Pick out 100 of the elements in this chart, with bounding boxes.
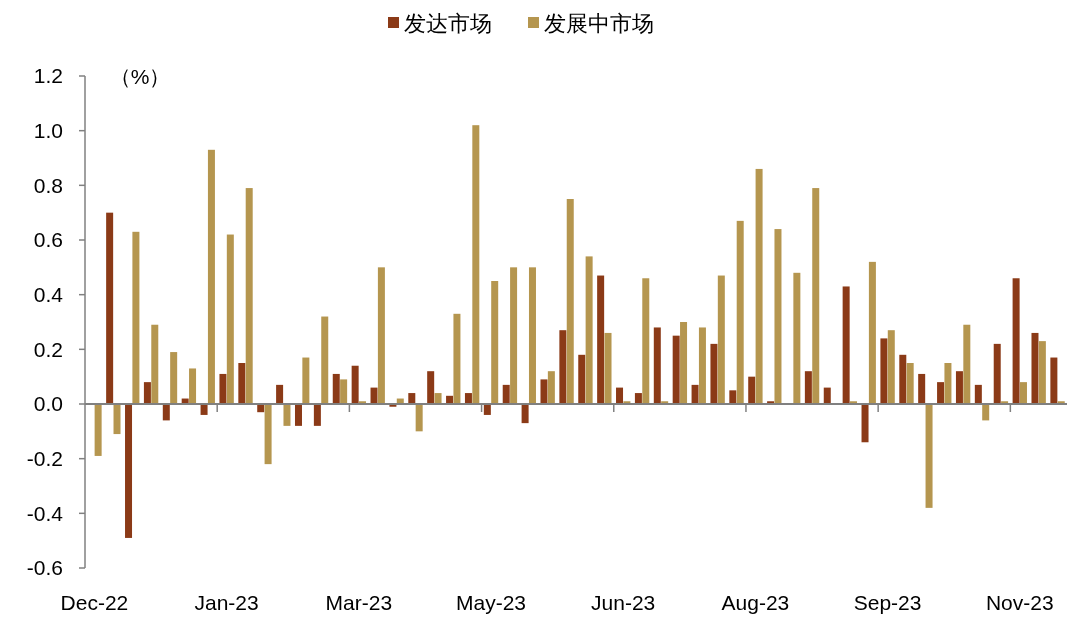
bar bbox=[868, 261, 876, 404]
bar bbox=[672, 335, 680, 404]
bar bbox=[472, 125, 480, 404]
bar bbox=[566, 199, 574, 404]
bar bbox=[710, 343, 718, 404]
bar bbox=[370, 387, 378, 404]
x-tick-label: Jan-23 bbox=[194, 591, 259, 614]
x-tick-label: Nov-23 bbox=[985, 591, 1054, 614]
bar bbox=[963, 324, 971, 404]
bar bbox=[918, 373, 926, 404]
bar bbox=[294, 404, 302, 426]
bar bbox=[899, 354, 907, 404]
bar bbox=[1038, 341, 1046, 404]
bar bbox=[906, 363, 914, 404]
bar bbox=[151, 324, 159, 404]
bar bbox=[861, 404, 869, 443]
y-tick-label: 0.0 bbox=[33, 392, 63, 416]
bar bbox=[502, 384, 510, 404]
bar bbox=[585, 256, 593, 404]
bar bbox=[464, 393, 472, 404]
bar bbox=[302, 357, 310, 404]
y-tick-label: 0.8 bbox=[33, 173, 63, 197]
bar bbox=[793, 272, 801, 404]
bar bbox=[925, 404, 933, 508]
bar bbox=[559, 330, 567, 404]
bar bbox=[510, 267, 518, 404]
bar bbox=[774, 229, 782, 404]
bar bbox=[245, 188, 253, 404]
bar bbox=[993, 343, 1001, 404]
bar bbox=[616, 387, 624, 404]
y-tick-label: 1.0 bbox=[33, 119, 63, 143]
bar bbox=[634, 393, 642, 404]
bar bbox=[812, 188, 820, 404]
bar bbox=[132, 231, 140, 404]
bar bbox=[880, 338, 888, 404]
y-axis-title: （%） bbox=[109, 65, 171, 88]
bar bbox=[1019, 382, 1027, 404]
x-tick-label: Sep-23 bbox=[853, 591, 922, 614]
bar bbox=[653, 327, 661, 404]
bar bbox=[106, 212, 114, 404]
y-tick-label: -0.4 bbox=[26, 501, 64, 525]
bar bbox=[377, 267, 385, 404]
bar bbox=[521, 404, 529, 424]
bar bbox=[200, 404, 208, 415]
bar bbox=[597, 275, 605, 404]
bar bbox=[578, 354, 586, 404]
bar bbox=[755, 168, 763, 404]
bar bbox=[804, 371, 812, 404]
bar bbox=[944, 363, 952, 404]
bar bbox=[937, 382, 945, 404]
bar bbox=[748, 376, 756, 404]
y-tick-label: -0.2 bbox=[26, 447, 63, 471]
bar bbox=[1012, 278, 1020, 404]
bar bbox=[483, 404, 491, 415]
bar bbox=[340, 379, 348, 404]
bar bbox=[982, 404, 990, 421]
bar bbox=[680, 322, 688, 404]
bar bbox=[540, 379, 548, 404]
x-tick-label: Dec-22 bbox=[60, 591, 129, 614]
bar bbox=[453, 313, 461, 404]
x-tick-label: Aug-23 bbox=[721, 591, 790, 614]
x-tick-label: Jun-23 bbox=[591, 591, 656, 614]
y-tick-label: -0.6 bbox=[26, 556, 63, 580]
bar bbox=[283, 404, 291, 426]
bar bbox=[276, 384, 284, 404]
bar bbox=[717, 275, 725, 404]
bar bbox=[547, 371, 555, 404]
y-tick-label: 0.4 bbox=[33, 283, 64, 307]
y-tick-label: 0.2 bbox=[33, 337, 63, 361]
bar bbox=[321, 316, 329, 404]
bar bbox=[887, 330, 895, 404]
bar bbox=[642, 278, 650, 404]
bar bbox=[226, 234, 234, 404]
bar bbox=[823, 387, 831, 404]
bar bbox=[698, 327, 706, 404]
bar bbox=[162, 404, 170, 421]
bar bbox=[332, 373, 340, 404]
bar bbox=[313, 404, 321, 426]
bar bbox=[264, 404, 272, 465]
bar bbox=[729, 390, 737, 404]
bar bbox=[113, 404, 121, 435]
bar bbox=[1031, 332, 1039, 404]
bar bbox=[427, 371, 435, 404]
bar bbox=[189, 368, 197, 404]
bar bbox=[207, 149, 215, 404]
bar bbox=[415, 404, 423, 432]
bar bbox=[604, 332, 612, 404]
y-tick-label: 1.2 bbox=[33, 64, 63, 88]
bar bbox=[491, 281, 499, 404]
bar bbox=[691, 384, 699, 404]
bar bbox=[528, 267, 536, 404]
bar bbox=[351, 365, 359, 404]
bar bbox=[1050, 357, 1058, 404]
x-tick-label: Mar-23 bbox=[325, 591, 393, 614]
bar bbox=[143, 382, 151, 404]
bar bbox=[125, 404, 133, 538]
legend-label: 发达市场 bbox=[404, 10, 492, 36]
bar bbox=[238, 363, 246, 404]
bar bbox=[434, 393, 442, 404]
bar bbox=[974, 384, 982, 404]
